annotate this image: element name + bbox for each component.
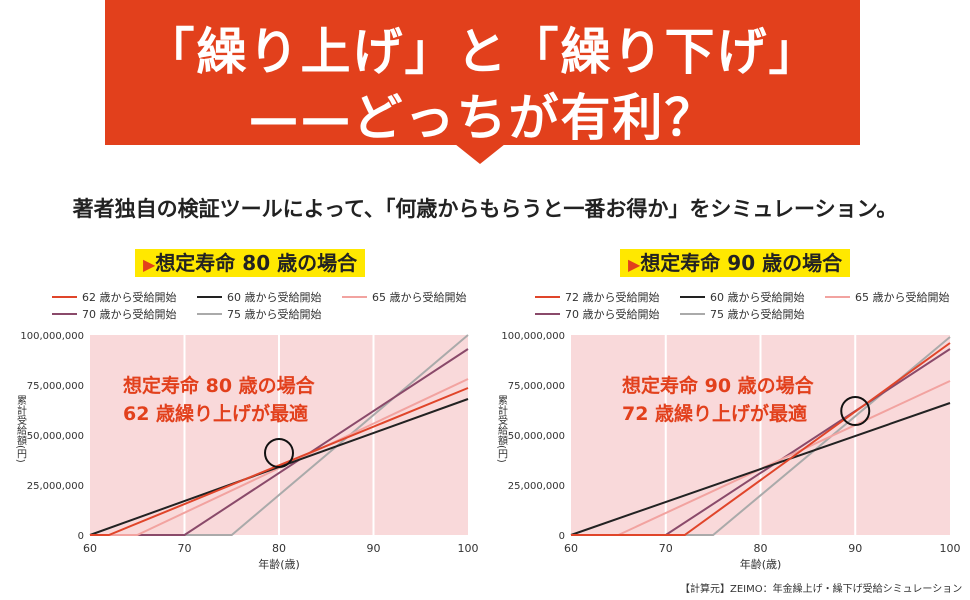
y-tick-label: 25,000,000: [508, 481, 565, 492]
legend-label: 65 歳から受給開始: [372, 290, 467, 304]
y-tick-label: 100,000,000: [501, 331, 565, 342]
credit-text: 【計算元】ZEIMO：年金繰上げ・繰下げ受給シミュレーション: [680, 584, 963, 595]
x-tick-label: 70: [178, 542, 192, 555]
x-tick-label: 100: [940, 542, 961, 555]
y-tick-label: 75,000,000: [27, 381, 84, 392]
legend-label: 72 歳から受給開始: [565, 290, 660, 304]
highlight-circle: [264, 438, 294, 468]
y-axis-label: 累計受給額(円): [15, 395, 27, 463]
y-tick-label: 50,000,000: [27, 431, 84, 442]
triangle-icon: ▶: [628, 255, 641, 274]
legend-label: 65 歳から受給開始: [855, 290, 950, 304]
y-tick-label: 0: [559, 531, 565, 542]
highlight-circle: [840, 396, 871, 426]
triangle-icon: ▶: [143, 255, 156, 274]
legend-label: 70 歳から受給開始: [82, 307, 177, 321]
x-tick-label: 60: [83, 542, 97, 555]
legend-label: 60 歳から受給開始: [227, 290, 322, 304]
x-tick-label: 100: [458, 542, 479, 555]
legend-label: 62 歳から受給開始: [82, 290, 177, 304]
x-axis-label: 年齢(歳): [740, 557, 782, 571]
legend-label: 75 歳から受給開始: [227, 307, 322, 321]
chart-2-title-text: 想定寿命 90 歳の場合: [640, 251, 843, 275]
y-tick-label: 75,000,000: [508, 381, 565, 392]
chart-1-title-text: 想定寿命 80 歳の場合: [155, 251, 358, 275]
series-line: [90, 387, 469, 536]
legend-label: 75 歳から受給開始: [710, 307, 805, 321]
x-tick-label: 90: [848, 542, 862, 555]
annotation-text: 62 歳繰り上げが最適: [123, 402, 308, 425]
legend-label: 70 歳から受給開始: [565, 307, 660, 321]
annotation-text: 72 歳繰り上げが最適: [622, 402, 807, 425]
y-tick-label: 0: [78, 531, 84, 542]
y-tick-label: 50,000,000: [508, 431, 565, 442]
banner-pointer: [455, 144, 505, 164]
chart-1-title: ▶想定寿命 80 歳の場合: [135, 249, 366, 277]
y-tick-label: 25,000,000: [27, 481, 84, 492]
x-tick-label: 80: [754, 542, 768, 555]
annotation-text: 想定寿命 80 歳の場合: [123, 374, 316, 397]
legend-label: 60 歳から受給開始: [710, 290, 805, 304]
y-axis-label: 累計受給額(円): [496, 395, 508, 463]
x-tick-label: 80: [272, 542, 286, 555]
title-line-1: 「繰り上げ」と「繰り下げ」: [144, 23, 821, 81]
x-tick-label: 60: [564, 542, 578, 555]
series-line: [571, 342, 951, 536]
lead-text: 著者独自の検証ツールによって、「何歳からもらうと一番お得か」をシミュレーション。: [72, 197, 898, 221]
x-tick-label: 90: [367, 542, 381, 555]
chart-2-title: ▶想定寿命 90 歳の場合: [620, 249, 851, 277]
x-tick-label: 70: [659, 542, 673, 555]
title-banner: 「繰り上げ」と「繰り下げ」 ——どっちが有利？: [105, 0, 860, 147]
y-tick-label: 100,000,000: [20, 331, 84, 342]
annotation-text: 想定寿命 90 歳の場合: [622, 374, 815, 397]
x-axis-label: 年齢(歳): [258, 557, 300, 571]
title-line-2: ——どっちが有利？: [248, 89, 717, 147]
series-line: [570, 402, 951, 536]
